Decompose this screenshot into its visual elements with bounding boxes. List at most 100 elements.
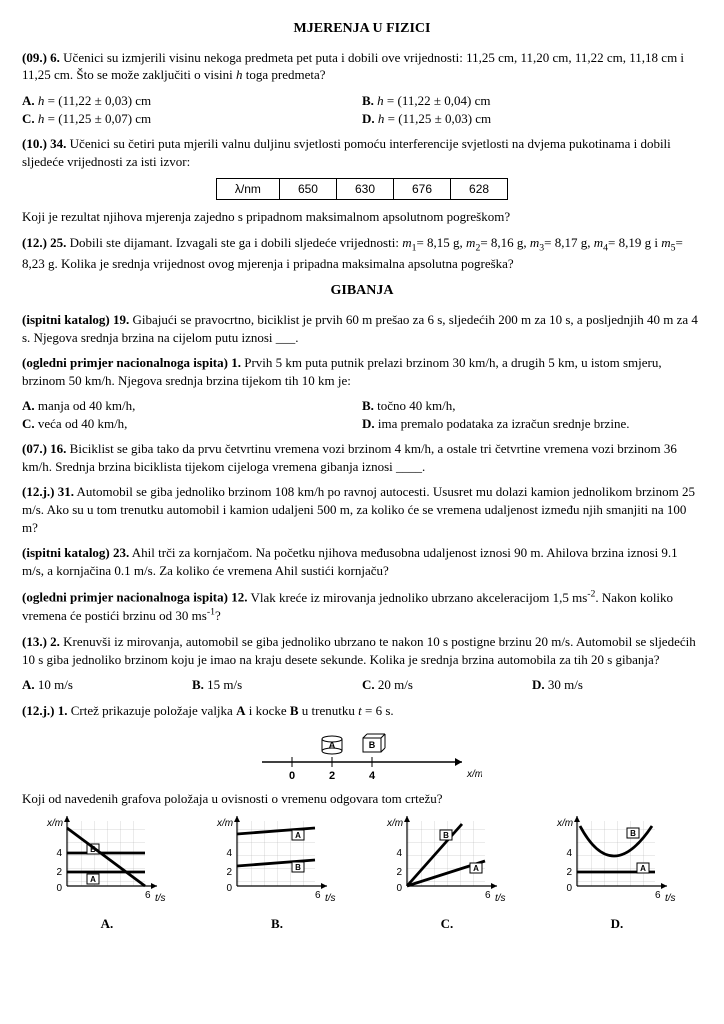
q5-opt-a: A. manja od 40 km/h, [22,397,362,415]
q7-label: (12.j.) 31. [22,484,74,499]
question-katalog-19: (ispitni katalog) 19. Gibajući se pravoc… [22,311,702,346]
q6-text: Biciklist se giba tako da prvu četvrtinu… [22,441,677,474]
svg-text:A: A [329,740,336,750]
q5-opt-d: D. ima premalo podataka za izračun sredn… [362,415,702,433]
q5-opt-c: C. veća od 40 km/h, [22,415,362,433]
svg-text:B: B [369,740,376,750]
q1-opt-c: C. h = (11,25 ± 0,07) cm [22,110,362,128]
q11-text4: = 6 s. [362,703,394,718]
svg-text:6: 6 [315,890,321,901]
svg-text:A: A [640,864,646,873]
table-cell: 676 [394,179,451,200]
graph-option-b: x/m 4 2 0 6 t/s A B B. [212,816,342,933]
svg-text:0: 0 [566,883,572,894]
svg-text:2: 2 [396,867,402,878]
q11-text1: Crtež prikazuje položaje valjka [68,703,237,718]
q11-after: Koji od navedenih grafova položaja u ovi… [22,790,702,808]
q10-opt-b: B. 15 m/s [192,676,362,694]
q2-after: Koji je rezultat njihova mjerenja zajedn… [22,208,702,226]
q3-label: (12.) 25. [22,235,66,250]
table-cell: 630 [336,179,393,200]
svg-text:A: A [473,864,479,873]
section-title-1: MJERENJA U FIZICI [22,20,702,39]
q1-options: A. h = (11,22 ± 0,03) cm B. h = (11,22 ±… [22,92,702,127]
question-12j-1: (12.j.) 1. Crtež prikazuje položaje valj… [22,702,702,720]
graph-option-a: x/m 4 2 0 6 t/s B A A. [42,816,172,933]
q11-label: (12.j.) 1. [22,703,68,718]
q1-text2: toga predmeta? [243,67,326,82]
section-title-2: GIBANJA [22,282,702,301]
svg-text:t/s: t/s [155,893,166,904]
number-line-diagram: 0 2 4 x/m A B [242,727,482,782]
q1-text: Učenici su izmjerili visinu nekoga predm… [22,50,684,83]
q11-text3: u trenutku [299,703,359,718]
table-header: λ/nm [216,179,279,200]
svg-text:B: B [630,829,636,838]
graph-option-d: x/m 4 2 0 6 t/s B A D. [552,816,682,933]
q1-a-var: h [38,93,45,108]
q11-text2: i kocke [245,703,289,718]
q1-c-var: h [38,111,45,126]
q9-label: (ogledni primjer nacionalnoga ispita) 12… [22,590,247,605]
q10-opt-d: D. 30 m/s [532,676,702,694]
svg-text:t/s: t/s [325,893,336,904]
table-cell: 650 [279,179,336,200]
wavelength-table: λ/nm 650 630 676 628 [216,178,508,200]
graph-c-label: C. [441,916,454,931]
question-07-16: (07.) 16. Biciklist se giba tako da prvu… [22,440,702,475]
svg-text:2: 2 [56,867,62,878]
q1-d-var: h [378,111,385,126]
question-13-2: (13.) 2. Krenuvši iz mirovanja, automobi… [22,633,702,668]
q5-options: A. manja od 40 km/h, B. točno 40 km/h, C… [22,397,702,432]
question-katalog-23: (ispitni katalog) 23. Ahil trči za kornj… [22,544,702,579]
svg-text:A: A [90,875,96,884]
q10-opt-a: A. 10 m/s [22,676,192,694]
question-ogledni-12: (ogledni primjer nacionalnoga ispita) 12… [22,587,702,625]
svg-text:B: B [443,831,449,840]
svg-text:x/m: x/m [466,769,482,780]
q1-c-label: C. [22,111,38,126]
svg-text:4: 4 [566,848,572,859]
svg-text:6: 6 [145,890,151,901]
svg-text:4: 4 [396,848,402,859]
q7-text: Automobil se giba jednoliko brzinom 108 … [22,484,695,534]
svg-text:0: 0 [56,883,62,894]
svg-text:A: A [295,831,301,840]
q5-opt-b: B. točno 40 km/h, [362,397,702,415]
q1-opt-d: D. h = (11,25 ± 0,03) cm [362,110,702,128]
svg-text:t/s: t/s [665,893,676,904]
q1-opt-b: B. h = (11,22 ± 0,04) cm [362,92,702,110]
q4-label: (ispitni katalog) 19. [22,312,129,327]
q2-text: Učenici su četiri puta mjerili valnu dul… [22,136,671,169]
graph-options-row: x/m 4 2 0 6 t/s B A A. x/m 4 2 [22,816,702,933]
q10-options: A. 10 m/s B. 15 m/s C. 20 m/s D. 30 m/s [22,676,702,694]
svg-text:0: 0 [289,770,295,782]
svg-text:t/s: t/s [495,893,506,904]
svg-text:x/m: x/m [46,818,63,829]
q1-b-label: B. [362,93,377,108]
q10-opt-c: C. 20 m/s [362,676,532,694]
svg-text:2: 2 [329,770,335,782]
graph-a-label: A. [101,916,114,931]
svg-text:2: 2 [566,867,572,878]
svg-text:B: B [295,863,301,872]
q10-label: (13.) 2. [22,634,60,649]
svg-text:4: 4 [226,848,232,859]
svg-text:4: 4 [56,848,62,859]
q1-b-var: h [377,93,384,108]
svg-text:6: 6 [485,890,491,901]
graph-option-c: x/m 4 2 0 6 t/s B A C. [382,816,512,933]
svg-text:x/m: x/m [556,818,573,829]
svg-text:x/m: x/m [216,818,233,829]
q2-label: (10.) 34. [22,136,66,151]
q6-label: (07.) 16. [22,441,66,456]
question-ogledni-1: (ogledni primjer nacionalnoga ispita) 1.… [22,354,702,389]
svg-text:0: 0 [396,883,402,894]
q1-a-label: A. [22,93,38,108]
svg-text:6: 6 [655,890,661,901]
graph-d-label: D. [611,916,624,931]
svg-text:4: 4 [369,770,376,782]
q1-label: (09.) 6. [22,50,60,65]
question-10-34: (10.) 34. Učenici su četiri puta mjerili… [22,135,702,170]
svg-text:x/m: x/m [386,818,403,829]
